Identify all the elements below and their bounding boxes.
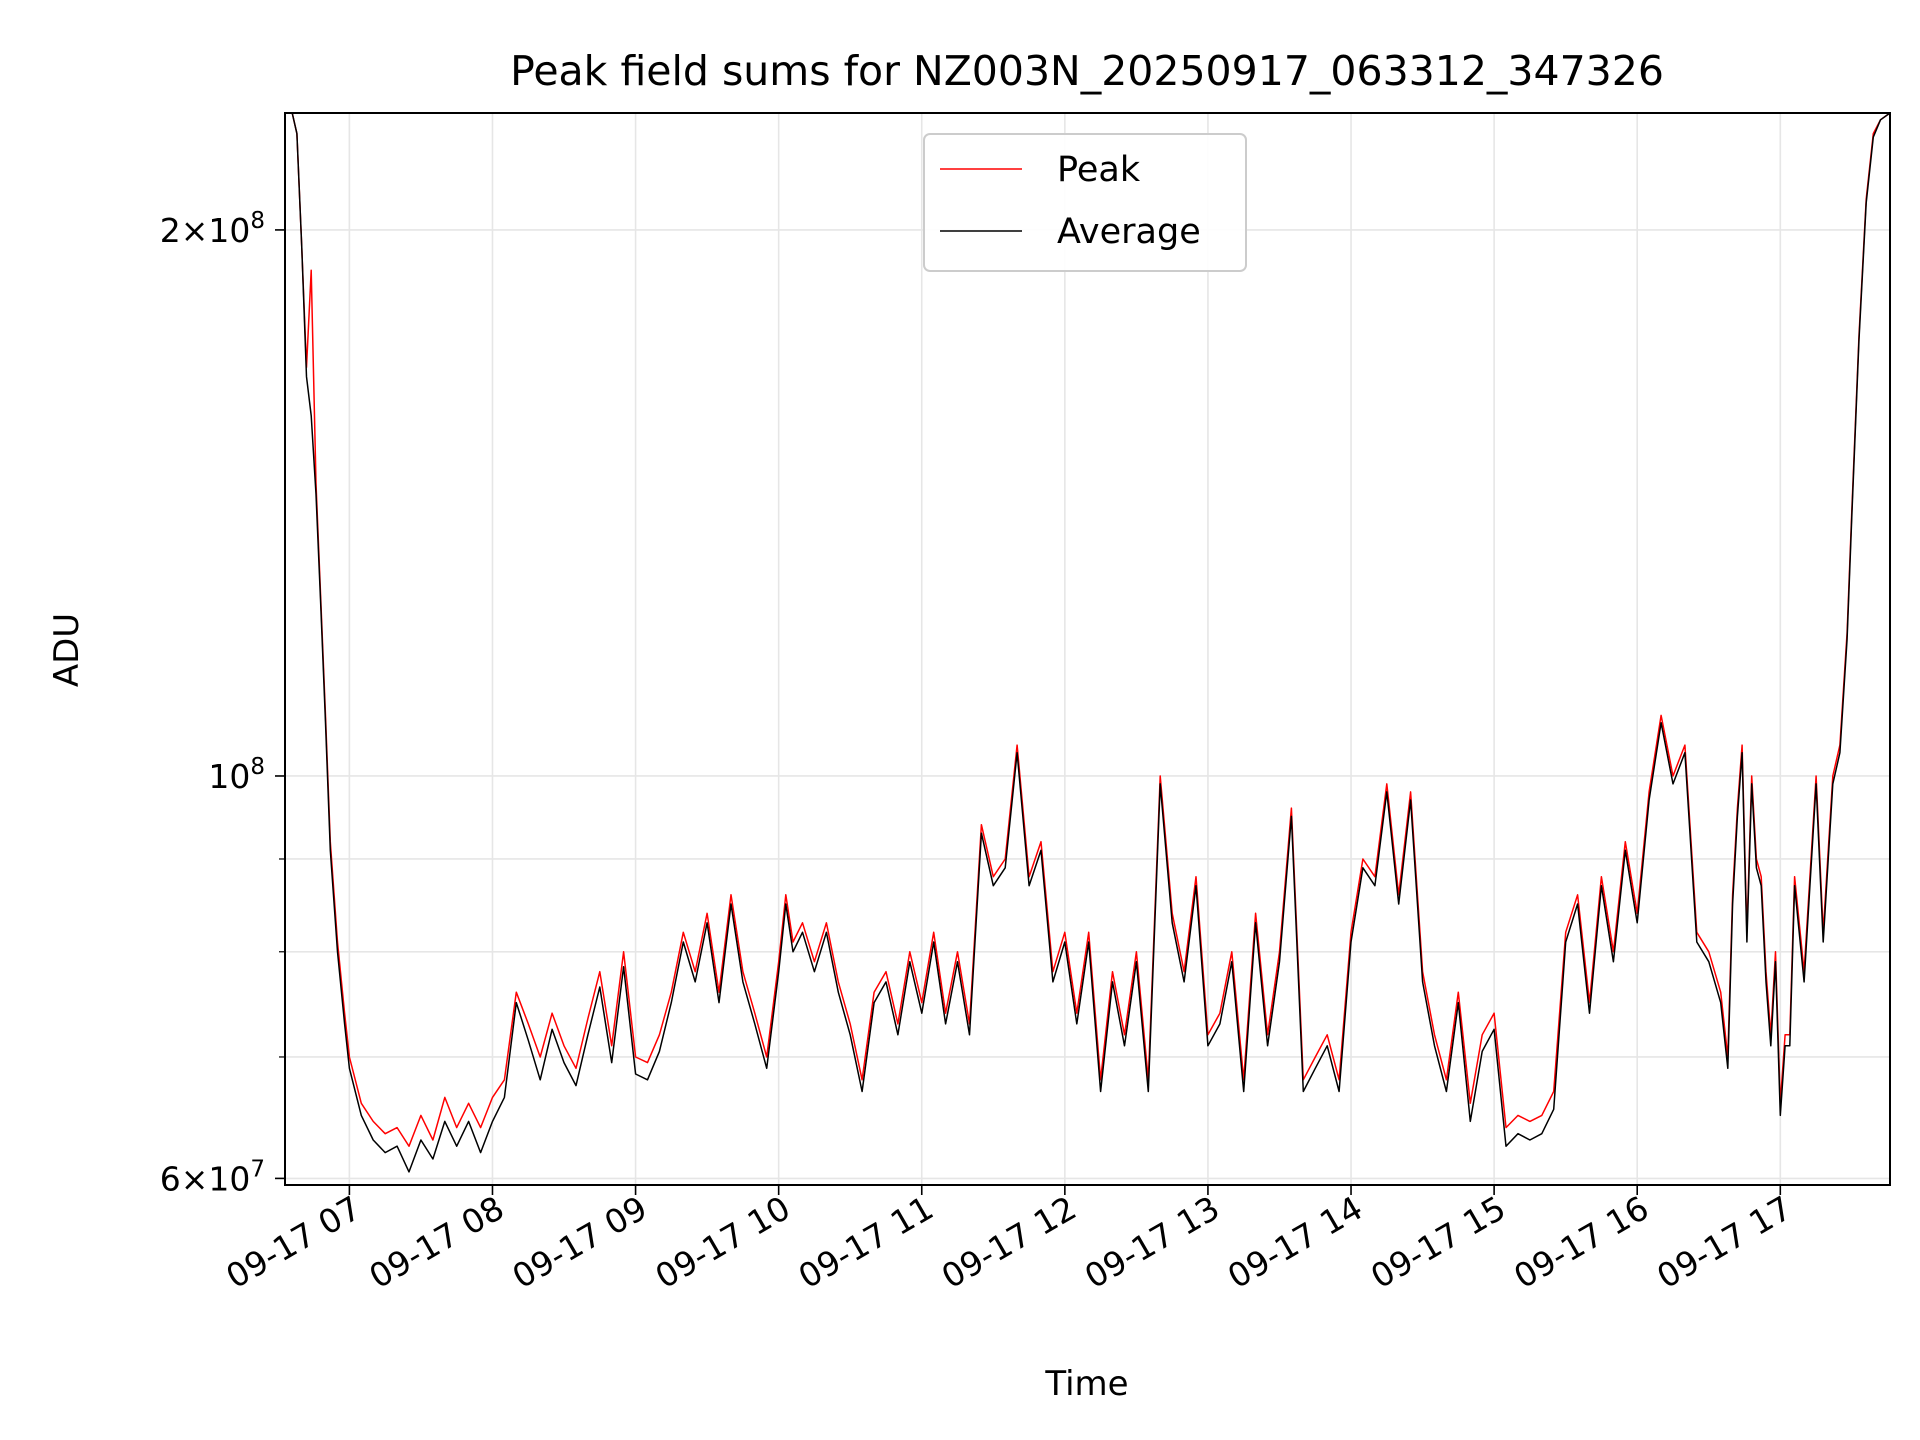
x-tick-label: 09-17 08 — [362, 1188, 510, 1296]
legend-label-average: Average — [1057, 212, 1201, 252]
grid-lines — [285, 113, 1890, 1185]
y-tick-label-exponent: 8 — [250, 754, 265, 780]
x-tick-label: 09-17 12 — [935, 1188, 1083, 1296]
x-tick-label: 09-17 16 — [1507, 1188, 1655, 1296]
x-tick-label: 09-17 09 — [506, 1188, 654, 1296]
y-tick-label: 108 — [208, 754, 265, 796]
x-tick-label: 09-17 10 — [649, 1188, 797, 1296]
x-tick-label: 09-17 11 — [792, 1188, 940, 1296]
x-tick-label: 09-17 14 — [1221, 1188, 1369, 1296]
plot-frame — [284, 112, 1891, 1186]
y-tick-label-base: 10 — [208, 757, 250, 796]
y-axis-title: ADU — [47, 613, 87, 687]
y-tick-label: 6×107 — [160, 1156, 265, 1198]
series-lines — [285, 112, 1891, 1173]
y-tick-label-base: 2×10 — [160, 211, 251, 250]
y-tick-label: 2×108 — [160, 208, 265, 250]
axis-ticks — [275, 229, 1782, 1195]
x-tick-label: 09-17 17 — [1650, 1188, 1798, 1296]
y-tick-label-exponent: 7 — [250, 1156, 265, 1182]
chart-title: Peak field sums for NZ003N_20250917_0633… — [510, 47, 1664, 95]
x-tick-label: 09-17 13 — [1078, 1188, 1226, 1296]
x-tick-label: 09-17 15 — [1364, 1188, 1512, 1296]
legend-label-peak: Peak — [1057, 150, 1141, 190]
series-line-average — [285, 112, 1891, 1173]
x-tick-label: 09-17 07 — [219, 1188, 367, 1296]
legend: Peak Average — [923, 133, 1247, 272]
x-axis-title: Time — [1044, 1364, 1128, 1404]
y-tick-label-exponent: 8 — [250, 208, 265, 234]
y-tick-label-base: 6×10 — [160, 1159, 251, 1198]
